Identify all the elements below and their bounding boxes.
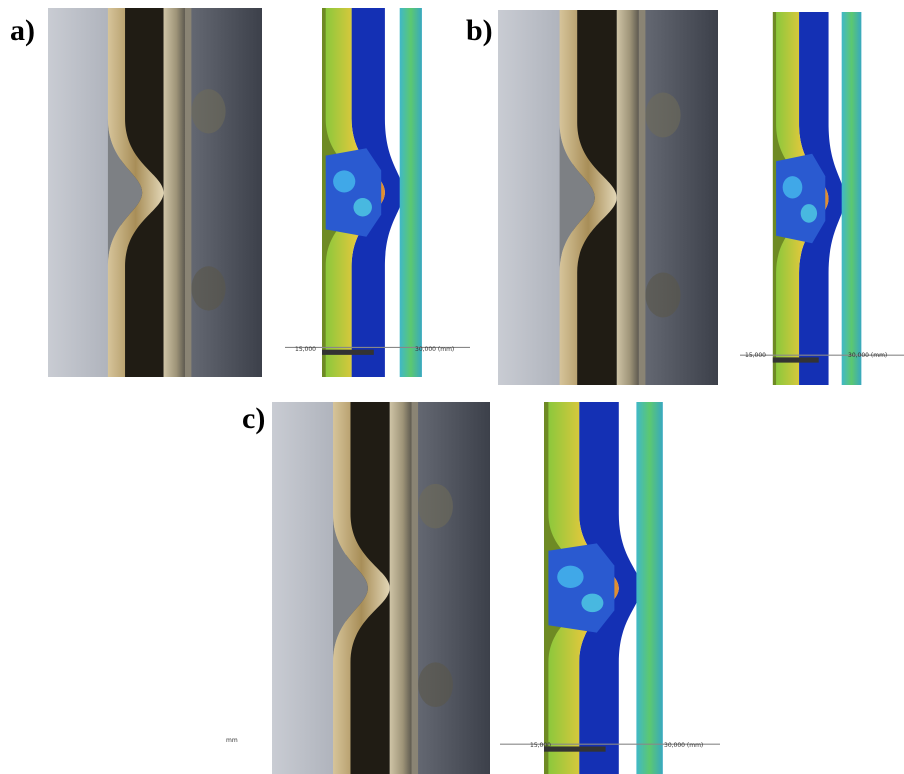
simulation-image <box>500 402 720 774</box>
blur-spot <box>645 93 680 138</box>
straight-plate <box>390 402 412 774</box>
rivet-zone <box>548 543 614 632</box>
straight-plate-edge <box>639 10 646 385</box>
stress-spot <box>783 176 803 198</box>
panel-label: c) <box>242 402 265 435</box>
straight-plate-edge <box>412 402 419 774</box>
rivet-zone <box>776 154 825 244</box>
scale-label: 15,000 <box>745 352 766 359</box>
scale-label: 15,000 <box>530 742 551 749</box>
blur-spot <box>191 266 225 310</box>
stress-spot <box>557 566 583 588</box>
stress-spot <box>333 170 355 192</box>
scale-label: 15,000 <box>295 346 316 353</box>
straight-plate <box>617 10 639 385</box>
blur-spot <box>645 273 680 318</box>
stress-spot <box>581 594 603 613</box>
scale-label: 30,000 (mm) <box>664 742 703 749</box>
right-plate <box>636 402 662 774</box>
straight-plate <box>164 8 185 377</box>
right-plate <box>400 8 422 377</box>
stress-spot <box>353 198 372 216</box>
blur-spot <box>418 662 453 707</box>
simulation-image <box>285 8 470 377</box>
scale-bar <box>773 357 819 362</box>
straight-plate-edge <box>185 8 191 377</box>
stress-spot <box>801 204 817 223</box>
scale-bar <box>544 746 606 751</box>
panel-label: a) <box>10 14 35 47</box>
stray-label: mm <box>226 737 238 744</box>
cross-section-photo <box>272 402 490 774</box>
panel-label: b) <box>466 14 493 47</box>
scale-bar <box>322 350 374 355</box>
cross-section-photo <box>498 10 718 385</box>
blur-spot <box>418 484 453 529</box>
scale-label: 30,000 (mm) <box>848 352 887 359</box>
scale-label: 30,000 (mm) <box>415 346 454 353</box>
blur-spot <box>191 89 225 133</box>
simulation-image <box>740 12 904 385</box>
figure: a) 15,000 30,000 (mm) b) 15,000 30,000 (mm) c)… <box>0 0 904 774</box>
cross-section-photo <box>48 8 262 377</box>
rivet-zone <box>326 148 382 237</box>
right-plate <box>842 12 862 385</box>
